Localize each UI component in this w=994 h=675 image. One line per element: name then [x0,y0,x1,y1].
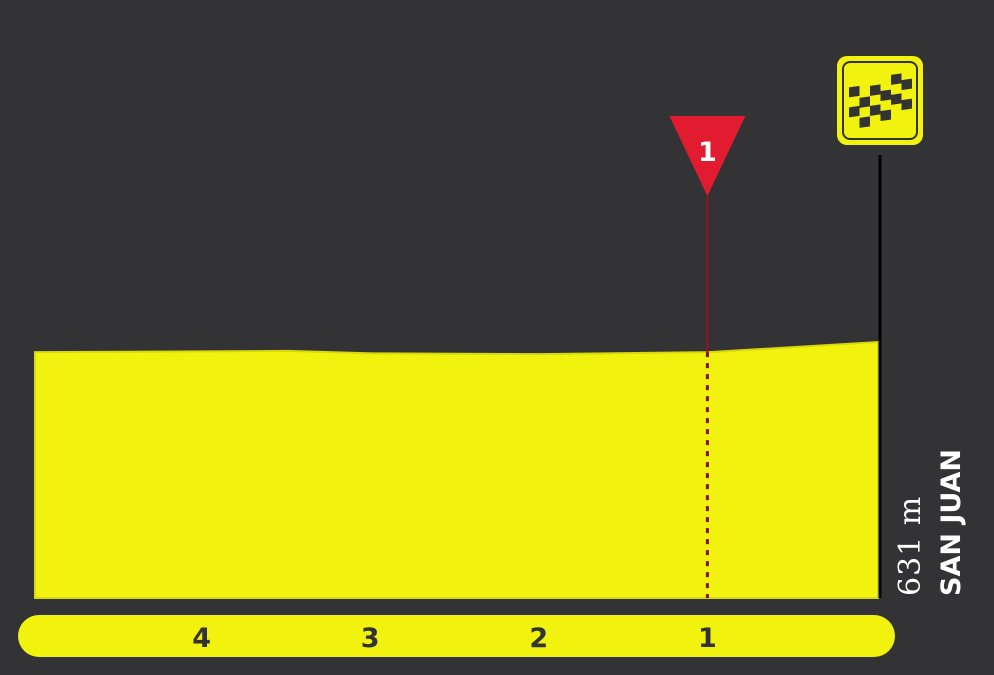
sprint-marker-label: 1 [698,137,717,168]
elevation-area [34,340,879,599]
km-tick-label: 3 [361,623,380,654]
sprint-marker-triangle [669,116,746,196]
km-axis-bar [18,615,895,657]
finish-altitude: 631 m [893,495,928,596]
km-tick-label: 2 [529,623,548,654]
finish-place: SAN JUAN [936,449,967,596]
checkered-flag-icon [837,56,923,145]
km-tick-label: 1 [698,623,717,654]
km-tick-label: 4 [192,623,211,654]
